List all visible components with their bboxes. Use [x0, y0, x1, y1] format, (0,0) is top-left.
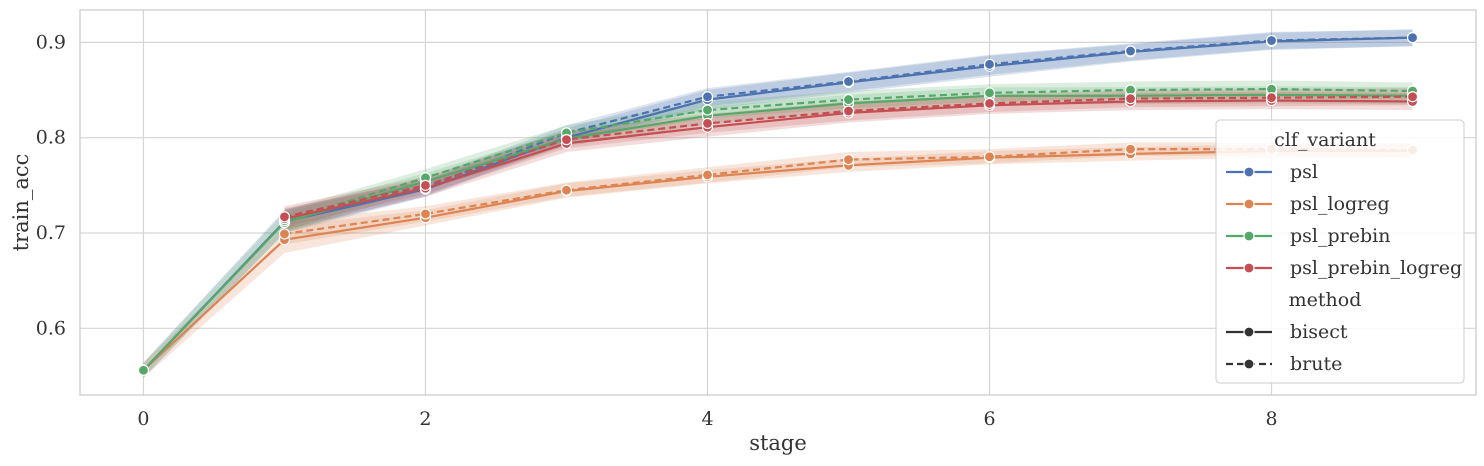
- data-point-psl-logreg-brute: [1124, 143, 1137, 155]
- legend-swatch-marker: [1243, 198, 1255, 210]
- data-point-psl-prebin-logreg-brute: [842, 105, 855, 117]
- data-point-psl-prebin-logreg-brute: [1124, 93, 1137, 105]
- data-point-psl-prebin-brute: [983, 87, 996, 99]
- data-point-psl-logreg-brute: [842, 154, 855, 166]
- plot-frame: [79, 9, 1477, 396]
- data-point-psl-brute: [983, 58, 996, 70]
- tick-labels: 0 2 4 6 8 0.6 0.7 0.8 0.9: [36, 31, 1278, 430]
- legend-label-psl-logreg: psl_logreg: [1290, 193, 1390, 215]
- y-tick-label: 0.9: [36, 31, 66, 53]
- legend-label-brute: brute: [1290, 353, 1342, 375]
- data-point-psl-prebin-logreg-brute: [1265, 92, 1278, 104]
- legend-hue-title: clf_variant: [1274, 129, 1376, 151]
- x-tick-label: 6: [983, 408, 995, 430]
- data-point-psl-brute: [1124, 45, 1137, 57]
- y-axis-title: train_acc: [9, 154, 33, 252]
- x-tick-label: 0: [137, 408, 149, 430]
- data-point-psl-logreg-brute: [983, 151, 996, 163]
- legend-box: [1215, 119, 1465, 384]
- legend-swatch-marker: [1243, 230, 1255, 242]
- data-point-psl-prebin-logreg-brute: [1406, 91, 1419, 103]
- data-point-psl-logreg-brute: [560, 184, 573, 196]
- data-point-psl-logreg-brute: [278, 228, 291, 240]
- data-point-psl-prebin-brute: [701, 104, 714, 116]
- data-point-psl-brute: [1406, 32, 1419, 44]
- data-point-psl-prebin-bisect: [137, 364, 150, 376]
- y-tick-label: 0.7: [36, 222, 66, 244]
- legend-label-psl-prebin-logreg: psl_prebin_logreg: [1290, 257, 1462, 279]
- legend-style-marker: [1243, 358, 1255, 370]
- legend-hue-items: psl psl_logreg psl_prebin psl_prebin_logreg: [1226, 161, 1462, 279]
- series-line-psl-logreg-bisect: [142, 149, 1413, 372]
- data-point-psl-logreg-brute: [701, 169, 714, 181]
- legend-style-marker: [1243, 326, 1255, 338]
- data-point-psl-prebin-logreg-brute: [419, 179, 432, 191]
- x-axis-title: stage: [749, 431, 807, 455]
- legend: clf_variant psl psl_logreg psl_prebin psl_p…: [1215, 119, 1465, 384]
- data-point-psl-prebin-logreg-brute: [278, 211, 291, 223]
- legend-label-psl: psl: [1290, 161, 1318, 183]
- y-tick-label: 0.6: [36, 317, 66, 339]
- y-tick-label: 0.8: [36, 127, 66, 149]
- data-point-psl-prebin-logreg-brute: [701, 117, 714, 130]
- legend-style-items: bisect brute: [1226, 321, 1348, 375]
- data-point-psl-logreg-brute: [419, 208, 432, 220]
- series-line-psl-logreg-brute: [284, 148, 1413, 235]
- x-tick-label: 2: [419, 408, 431, 430]
- legend-label-bisect: bisect: [1290, 321, 1348, 343]
- x-tick-label: 8: [1265, 408, 1277, 430]
- x-tick-label: 4: [701, 408, 713, 430]
- legend-swatch-marker: [1243, 262, 1255, 274]
- legend-swatch-marker: [1243, 166, 1255, 178]
- legend-style-title: method: [1289, 289, 1362, 311]
- data-point-psl-prebin-logreg-brute: [560, 134, 573, 146]
- data-point-psl-brute: [842, 75, 855, 88]
- legend-label-psl-prebin: psl_prebin: [1290, 225, 1390, 247]
- data-point-psl-brute: [1265, 34, 1278, 47]
- data-point-psl-prebin-brute: [842, 93, 855, 106]
- data-point-psl-brute: [701, 91, 714, 103]
- data-point-psl-prebin-logreg-brute: [983, 97, 996, 109]
- ci-band-psl-bisect: [143, 29, 1413, 378]
- series-markers: [137, 32, 1419, 376]
